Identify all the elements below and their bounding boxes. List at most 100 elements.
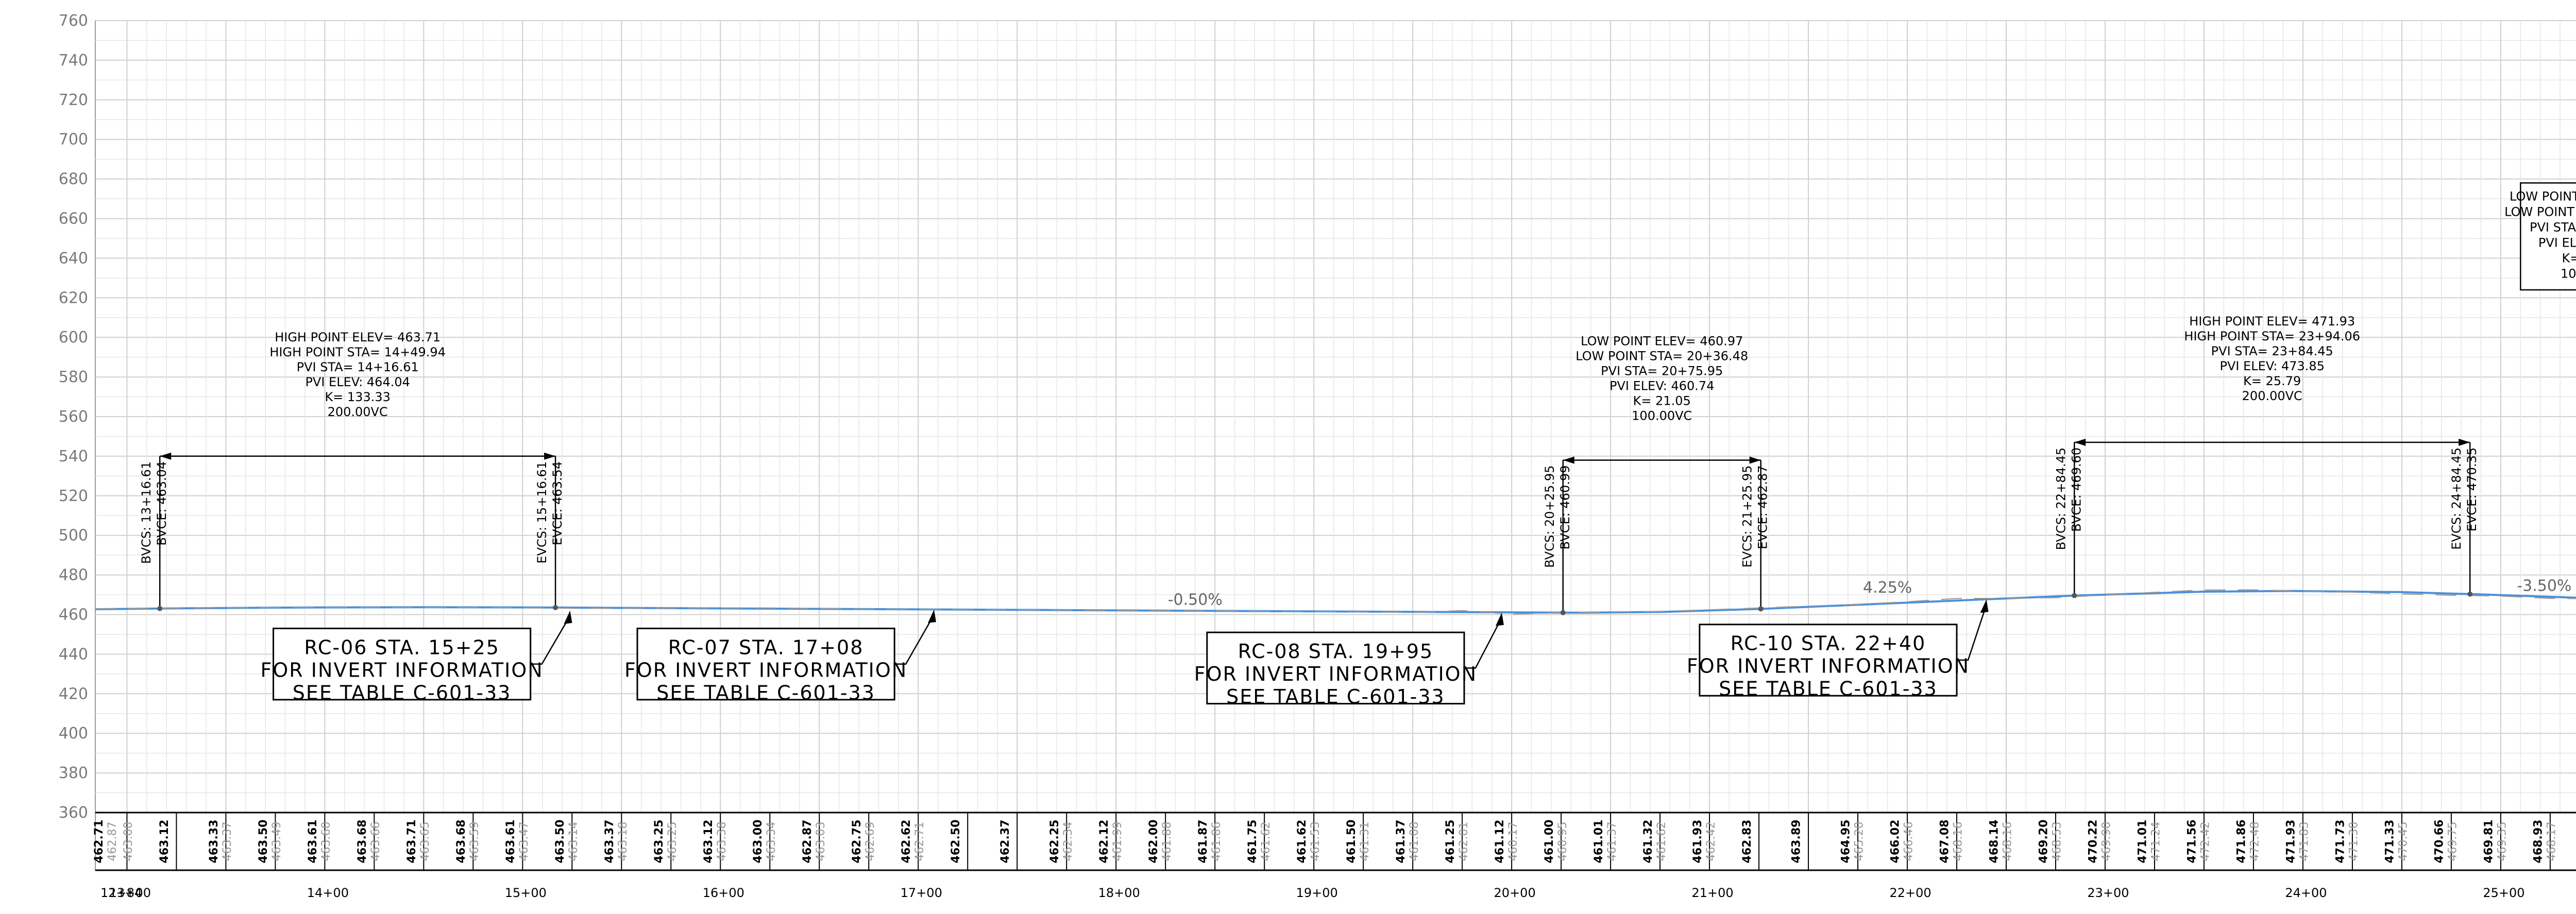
- note-line: RC-06 STA. 15+25: [304, 636, 500, 659]
- note-box: [636, 627, 895, 701]
- bvc-point: [2072, 593, 2077, 598]
- low-point-box: [2520, 182, 2576, 291]
- existing-elevation: 462.71: [913, 822, 926, 861]
- vc-info-line: HIGH POINT STA= 23+94.06: [2184, 329, 2360, 343]
- proposed-elevation: 467.08: [1939, 820, 1952, 864]
- existing-elevation: 462.87: [106, 822, 119, 861]
- existing-elevation: 468.16: [1952, 822, 1965, 861]
- y-tick-label: 420: [59, 685, 88, 703]
- y-tick-label: 540: [59, 447, 88, 465]
- proposed-elevation: 462.00: [1147, 820, 1160, 864]
- existing-elevation: 463.34: [765, 822, 778, 861]
- proposed-elevation: 468.14: [1988, 820, 2001, 864]
- y-tick-label: 700: [59, 131, 88, 149]
- proposed-elevation: 463.89: [1790, 820, 1803, 864]
- proposed-elevation: 463.50: [554, 820, 567, 864]
- proposed-elevation: 461.37: [1395, 820, 1408, 864]
- proposed-elevation: 461.62: [1296, 820, 1309, 864]
- bvc-label: BVCS: 13+16.61: [139, 461, 154, 564]
- proposed-elevation: 462.37: [999, 820, 1012, 864]
- y-tick-label: 480: [59, 566, 88, 584]
- note-line: SEE TABLE C-601-33: [1719, 678, 1938, 700]
- evc-label: EVCE: 462.87: [1756, 465, 1770, 549]
- evc-label: EVCS: 15+16.61: [535, 461, 549, 564]
- y-tick-label: 520: [59, 487, 88, 505]
- y-tick-label: 560: [59, 408, 88, 426]
- existing-elevation: 461.31: [1359, 822, 1371, 861]
- existing-elevation: 471.83: [2298, 822, 2311, 861]
- station-label: 17+00: [901, 886, 942, 900]
- station-label: 18+00: [1098, 886, 1140, 900]
- note-line: RC-10 STA. 22+40: [1731, 632, 1926, 655]
- existing-elevation: 463.49: [270, 822, 283, 861]
- y-tick-label: 440: [59, 645, 88, 663]
- proposed-elevation: 461.32: [1642, 820, 1655, 864]
- station-label: 22+00: [1889, 886, 1931, 900]
- vc-info-line: HIGH POINT ELEV= 463.71: [275, 330, 440, 344]
- vc-info-line: K= 25.79: [2243, 374, 2301, 388]
- proposed-elevation: 463.37: [603, 820, 616, 864]
- y-tick-label: 460: [59, 606, 88, 624]
- proposed-elevation: 461.00: [1543, 820, 1556, 864]
- vc-info-line: HIGH POINT STA= 14+49.94: [269, 345, 446, 359]
- proposed-elevation: 461.25: [1444, 820, 1457, 864]
- proposed-elevation: 461.75: [1246, 820, 1259, 864]
- existing-elevation: 463.03: [815, 822, 827, 861]
- note-line: FOR INVERT INFORMATION: [1687, 655, 1970, 678]
- grade-label: 4.25%: [1863, 579, 1912, 597]
- existing-elevation: 466.46: [1903, 822, 1916, 861]
- existing-elevation: 470.45: [2397, 822, 2410, 861]
- low-point-callout: LOW POINT ELEV= 467.26LOW POINT STA= 26+…: [2504, 182, 2576, 291]
- existing-elevation: 463.37: [221, 822, 234, 861]
- existing-elevation: 461.99: [1111, 822, 1124, 861]
- existing-elevation: 462.69: [864, 822, 877, 861]
- low-point-line: K= 24.97: [2562, 251, 2576, 265]
- proposed-elevation: 463.25: [653, 820, 666, 864]
- station-label: 16+00: [703, 886, 744, 900]
- station-start-label: 12+84: [100, 886, 142, 900]
- arrowhead: [2074, 438, 2086, 446]
- arrowhead: [1495, 612, 1504, 626]
- proposed-elevation: 471.33: [2384, 820, 2397, 864]
- existing-elevation: 461.08: [1408, 822, 1421, 861]
- bvc-label: BVCS: 20+25.95: [1543, 465, 1557, 568]
- low-point-line: LOW POINT ELEV= 467.26: [2510, 189, 2576, 203]
- existing-elevation: 468.16: [2002, 822, 2014, 861]
- proposed-elevation: 463.71: [405, 820, 418, 864]
- existing-elevation: 463.47: [518, 822, 531, 861]
- arrowhead: [160, 452, 172, 460]
- note-box: [273, 627, 532, 701]
- proposed-elevation: 463.61: [504, 820, 517, 864]
- proposed-elevation: 463.12: [158, 820, 171, 864]
- vc-info-line: PVI STA= 14+16.61: [297, 360, 419, 374]
- existing-elevation: 463.38: [716, 822, 728, 861]
- low-point-line: LOW POINT STA= 26+16.41: [2504, 204, 2576, 219]
- existing-elevation: 463.00: [122, 822, 135, 861]
- proposed-elevation: 468.93: [2532, 820, 2545, 864]
- grid: [95, 20, 2576, 871]
- existing-elevation: 461.86: [1210, 822, 1223, 861]
- proposed-elevation: 463.12: [702, 820, 715, 864]
- y-tick-label: 360: [59, 804, 88, 822]
- bvc-point: [157, 606, 163, 611]
- y-tick-label: 740: [59, 51, 88, 70]
- station-label: 15+00: [505, 886, 547, 900]
- proposed-elevation: 462.83: [1741, 820, 1754, 864]
- low-point-line: PVI ELEV: 467.04: [2538, 235, 2576, 250]
- existing-elevation: 461.88: [1161, 822, 1174, 861]
- proposed-elevation: 471.01: [2137, 820, 2149, 864]
- vc-info-line: PVI ELEV: 464.04: [305, 375, 410, 389]
- bvc-label: BVCE: 460.99: [1558, 465, 1572, 550]
- bvc-label: BVCE: 463.04: [155, 461, 169, 546]
- note-line: FOR INVERT INFORMATION: [624, 659, 907, 681]
- proposed-elevation: 462.75: [851, 820, 863, 864]
- station-label: 13+00: [109, 886, 151, 900]
- existing-elevation: 469.35: [2496, 822, 2509, 861]
- y-tick-label: 400: [59, 725, 88, 743]
- proposed-elevation: 471.93: [2285, 820, 2298, 864]
- station-label: 23+00: [2087, 886, 2129, 900]
- station-label: 24+00: [2285, 886, 2327, 900]
- proposed-elevation: 463.33: [208, 820, 221, 864]
